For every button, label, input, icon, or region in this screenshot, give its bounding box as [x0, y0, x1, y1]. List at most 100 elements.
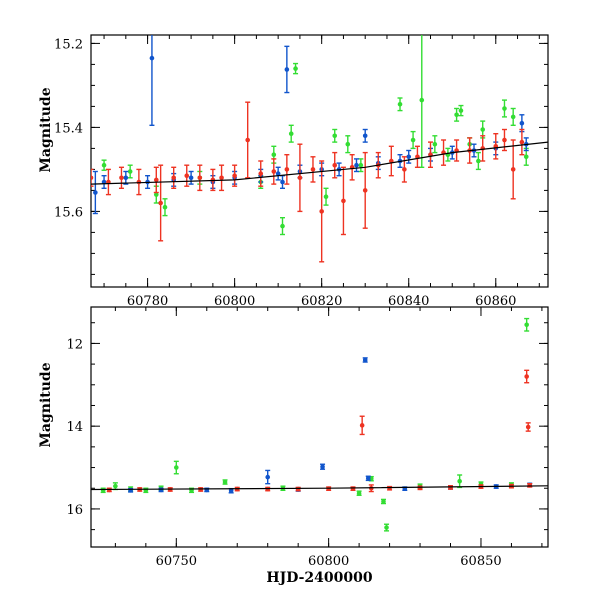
- blue-data-point: [188, 175, 194, 181]
- y-tick-label: 16: [66, 503, 83, 518]
- red-data-point: [119, 175, 124, 181]
- red-data-point: [197, 175, 203, 181]
- green-data-point: [101, 162, 107, 168]
- red-data-point: [341, 198, 346, 204]
- data-layer: [91, 35, 548, 263]
- red-data-point: [402, 167, 407, 172]
- x-tick-label: 60850: [460, 554, 501, 569]
- red-data-point: [258, 171, 264, 176]
- red-data-point: [417, 485, 423, 491]
- red-data-point: [136, 179, 142, 185]
- blue-data-point: [123, 175, 129, 181]
- green-data-point: [323, 194, 329, 199]
- data-layer: [91, 317, 548, 532]
- x-tick-label: 60750: [156, 554, 197, 569]
- blue-data-point: [519, 120, 525, 126]
- red-data-point: [359, 423, 365, 428]
- red-data-point: [271, 169, 277, 174]
- green-data-point: [432, 141, 438, 147]
- red-data-point: [502, 137, 507, 143]
- red-data-point: [387, 485, 392, 491]
- blue-data-point: [149, 55, 155, 61]
- green-data-point: [523, 154, 529, 160]
- bottom-panel: 60750 60800 60850 12 14 16 Magnitude HJD-240000…: [38, 306, 549, 586]
- x-tick-label: 60860: [475, 294, 516, 309]
- top-panel: 60780 60800 60820 60840 60860 15.2 15.4 15.6 Mag…: [38, 34, 549, 309]
- green-data-point: [510, 114, 516, 120]
- y-tick-label: 12: [66, 337, 83, 352]
- red-data-point: [310, 167, 316, 172]
- red-data-point: [510, 167, 516, 172]
- green-data-point: [162, 204, 168, 210]
- blue-data-point: [275, 171, 281, 176]
- blue-data-point: [228, 488, 234, 494]
- green-data-point: [397, 102, 403, 107]
- green-data-point: [288, 131, 294, 136]
- green-data-point: [127, 169, 133, 174]
- blue-data-point: [280, 179, 285, 185]
- y-tick-label: 14: [66, 420, 83, 435]
- red-data-point: [91, 175, 94, 181]
- blue-data-point: [320, 464, 325, 470]
- green-data-point: [293, 66, 298, 71]
- red-data-point: [525, 424, 531, 430]
- red-data-point: [171, 175, 176, 181]
- green-data-point: [457, 478, 462, 484]
- red-data-point: [519, 139, 525, 145]
- red-data-point: [297, 175, 303, 181]
- blue-data-point: [362, 357, 368, 363]
- green-data-point: [410, 137, 416, 143]
- red-data-point: [527, 483, 533, 488]
- red-data-point: [219, 175, 224, 181]
- green-data-point: [153, 192, 159, 197]
- red-data-point: [319, 209, 324, 214]
- trend-line: [91, 141, 548, 185]
- red-data-point: [158, 200, 163, 206]
- green-data-point: [280, 223, 285, 229]
- x-tick-label: 60840: [388, 294, 429, 309]
- green-data-point: [356, 490, 362, 496]
- red-data-point: [350, 486, 356, 491]
- plot-frame: [90, 34, 549, 288]
- blue-data-point: [354, 162, 359, 168]
- green-data-point: [345, 141, 351, 147]
- green-data-point: [476, 158, 481, 164]
- blue-data-point: [362, 133, 368, 139]
- green-data-point: [384, 525, 389, 530]
- red-data-point: [524, 374, 529, 379]
- blue-data-point: [365, 476, 371, 481]
- green-data-point: [113, 483, 118, 489]
- green-data-point: [100, 488, 106, 493]
- y-axis-label: Magnitude: [38, 87, 54, 172]
- green-data-point: [458, 108, 464, 113]
- green-data-point: [480, 127, 486, 132]
- red-data-point: [232, 173, 237, 178]
- y-tick-label: 15.6: [54, 205, 83, 220]
- blue-data-point: [93, 190, 98, 195]
- red-data-point: [284, 167, 290, 172]
- green-data-point: [222, 479, 228, 485]
- blue-data-point: [406, 154, 412, 160]
- red-data-point: [362, 188, 368, 193]
- red-data-point: [295, 486, 301, 492]
- red-data-point: [184, 173, 190, 178]
- blue-data-point: [265, 474, 271, 480]
- green-data-point: [524, 322, 529, 328]
- blue-data-point: [158, 487, 164, 493]
- x-axis-label: HJD-2400000: [266, 570, 373, 586]
- x-tick-label: 60820: [301, 294, 342, 309]
- x-tick-label: 60800: [308, 554, 349, 569]
- red-data-point: [245, 137, 250, 143]
- x-tick-label: 60800: [214, 294, 255, 309]
- green-data-point: [271, 152, 277, 157]
- trend-line: [91, 485, 548, 491]
- green-data-point: [381, 499, 386, 504]
- green-data-point: [358, 162, 364, 168]
- red-data-point: [332, 162, 338, 168]
- y-tick-label: 15.4: [54, 121, 83, 136]
- y-tick-label: 15.2: [54, 37, 83, 52]
- green-data-point: [332, 133, 338, 139]
- plot-frame: [90, 306, 549, 548]
- green-data-point: [419, 97, 425, 103]
